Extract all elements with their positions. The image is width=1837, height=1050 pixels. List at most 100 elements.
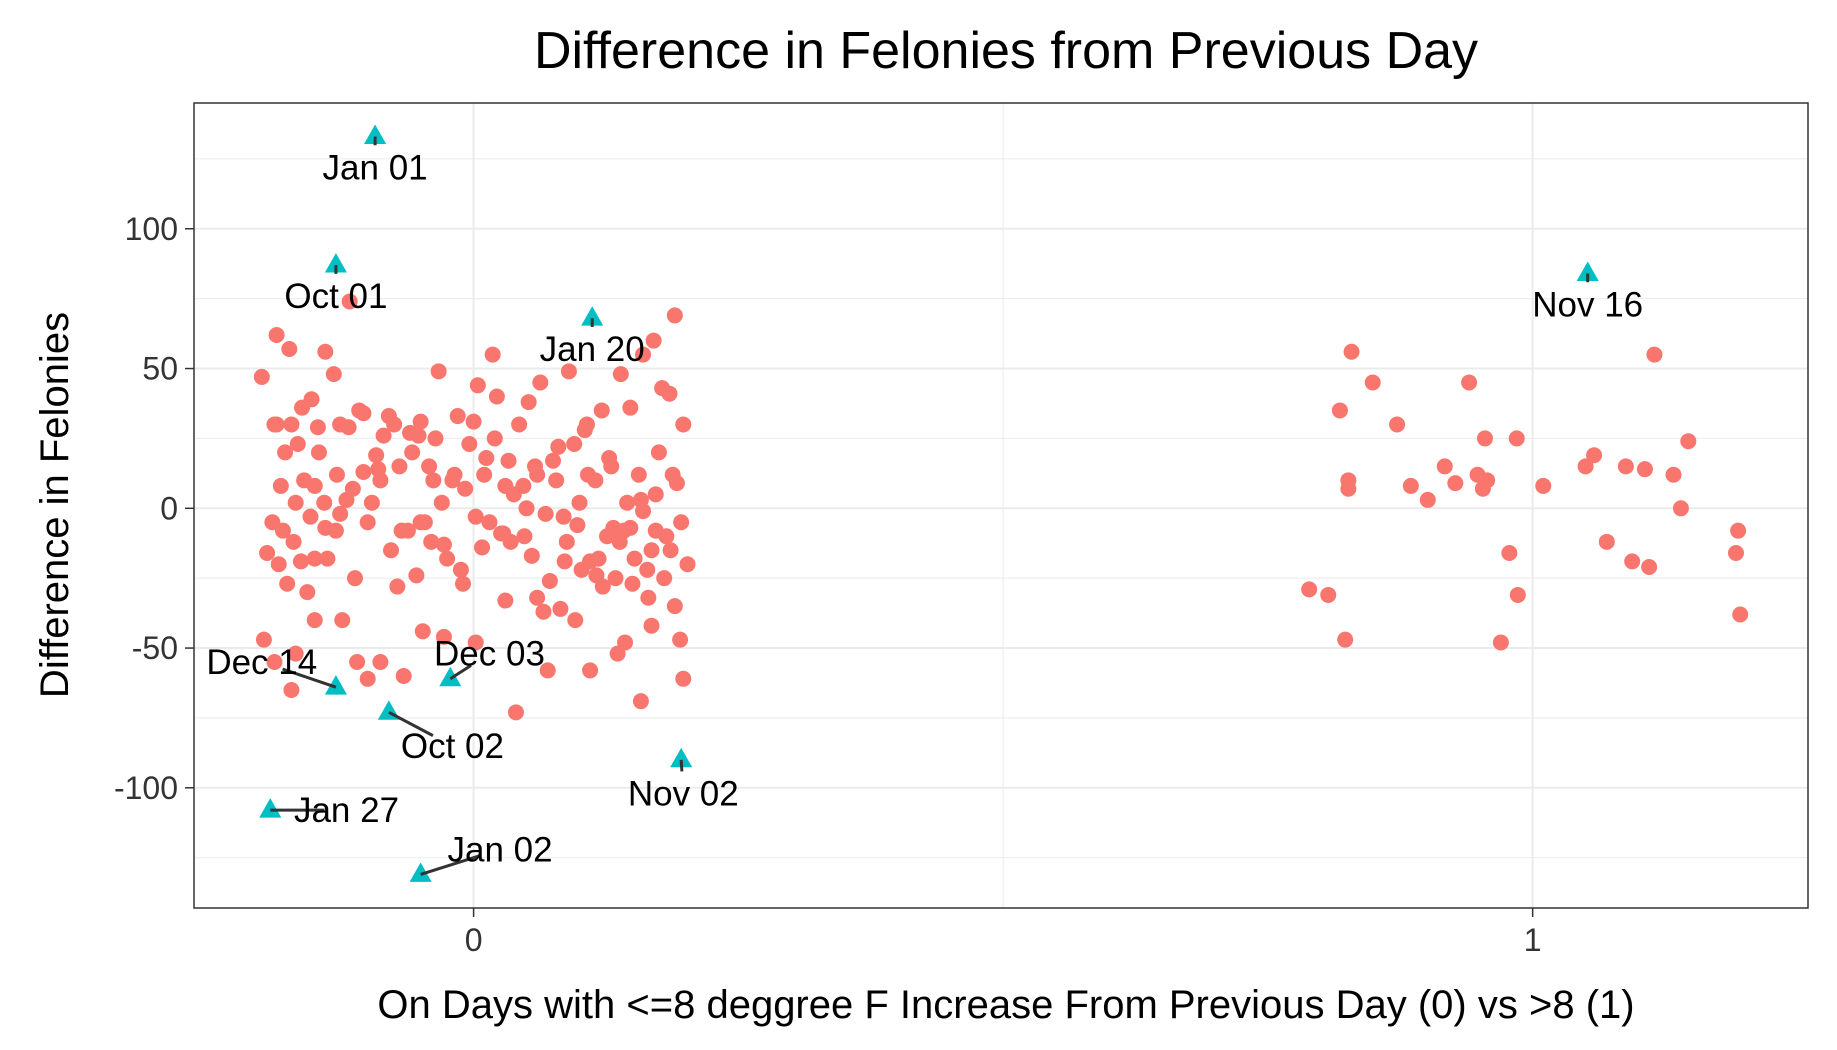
data-point (1727, 545, 1744, 562)
data-point (446, 466, 463, 483)
panel-border (193, 102, 1809, 909)
data-point (578, 416, 595, 433)
annotation-label: Dec 14 (206, 643, 317, 682)
data-point (607, 570, 624, 587)
data-point (1730, 522, 1747, 539)
data-point (666, 307, 683, 324)
annotation-label: Nov 16 (1532, 285, 1643, 324)
data-point (1624, 553, 1641, 570)
data-point (1389, 416, 1406, 433)
annotation-label: Dec 03 (434, 635, 545, 674)
annotation-label: Oct 02 (401, 727, 504, 766)
grid-layer (194, 103, 1808, 908)
data-point (332, 416, 349, 433)
data-point (425, 472, 442, 489)
data-point (478, 449, 495, 466)
data-point (421, 458, 438, 475)
data-point (545, 452, 562, 469)
highlight-point (439, 666, 462, 687)
data-point (391, 458, 408, 475)
y-tick-label: 50 (142, 351, 178, 387)
data-point (359, 514, 376, 531)
y-axis-label: Difference in Felonies (33, 312, 77, 698)
data-point (601, 449, 618, 466)
data-point (1436, 458, 1453, 475)
data-point (566, 436, 583, 453)
data-point (272, 477, 289, 494)
data-point (488, 388, 505, 405)
data-point (507, 704, 524, 721)
data-point (532, 374, 549, 391)
data-point (1331, 402, 1348, 419)
data-point (302, 508, 319, 525)
annotation-connector (449, 664, 472, 681)
x-tick-label: 1 (1524, 922, 1542, 958)
data-point (382, 542, 399, 559)
data-point (635, 346, 652, 363)
data-point (433, 494, 450, 511)
data-point (662, 542, 679, 559)
annotation-label: Jan 27 (294, 791, 399, 830)
y-tick-label: -100 (114, 770, 178, 806)
data-point (283, 681, 300, 698)
data-point (289, 436, 306, 453)
annotation-label: Jan 01 (323, 148, 428, 187)
annotation-label: Jan 02 (448, 830, 553, 869)
data-point (452, 561, 469, 578)
data-point (1577, 458, 1594, 475)
data-point (341, 293, 358, 310)
data-point (497, 477, 514, 494)
data-point (296, 472, 313, 489)
data-point (679, 556, 696, 573)
data-point (1301, 581, 1318, 598)
data-point (1337, 631, 1354, 648)
data-point (294, 399, 311, 416)
data-point (632, 693, 649, 710)
data-point (1402, 477, 1419, 494)
data-point (516, 528, 533, 545)
data-point (253, 368, 270, 385)
data-point (355, 463, 372, 480)
highlight-point (324, 253, 347, 273)
data-point (372, 472, 389, 489)
data-point (430, 363, 447, 380)
data-point (349, 654, 366, 671)
data-point (317, 519, 334, 536)
data-point (363, 494, 380, 511)
data-point (285, 533, 302, 550)
data-point (582, 662, 599, 679)
data-point (1665, 466, 1682, 483)
data-point (675, 416, 692, 433)
data-point (555, 508, 572, 525)
points-layer (253, 124, 1749, 882)
data-point (270, 556, 287, 573)
data-point (529, 589, 546, 606)
data-point (277, 444, 294, 461)
data-point (1340, 480, 1357, 497)
data-point (552, 600, 569, 617)
data-point (461, 436, 478, 453)
data-point (1586, 447, 1603, 464)
highlight-point (670, 747, 693, 768)
data-point (457, 480, 474, 497)
data-point (1617, 458, 1634, 475)
data-point (1461, 374, 1478, 391)
data-point (319, 550, 336, 567)
data-point (1508, 430, 1525, 447)
highlight-point (1576, 261, 1599, 281)
data-point (283, 416, 300, 433)
data-point (527, 458, 544, 475)
y-tick-label: 0 (160, 490, 178, 526)
chart-title: Difference in Felonies from Previous Day (534, 22, 1478, 80)
data-point (255, 631, 272, 648)
data-point (567, 612, 584, 629)
data-point (1672, 500, 1689, 517)
data-point (550, 438, 567, 455)
data-point (355, 405, 372, 422)
data-point (486, 430, 503, 447)
data-point (518, 500, 535, 517)
data-point (467, 634, 484, 651)
data-point (474, 539, 491, 556)
data-point (287, 494, 304, 511)
data-point (643, 542, 660, 559)
